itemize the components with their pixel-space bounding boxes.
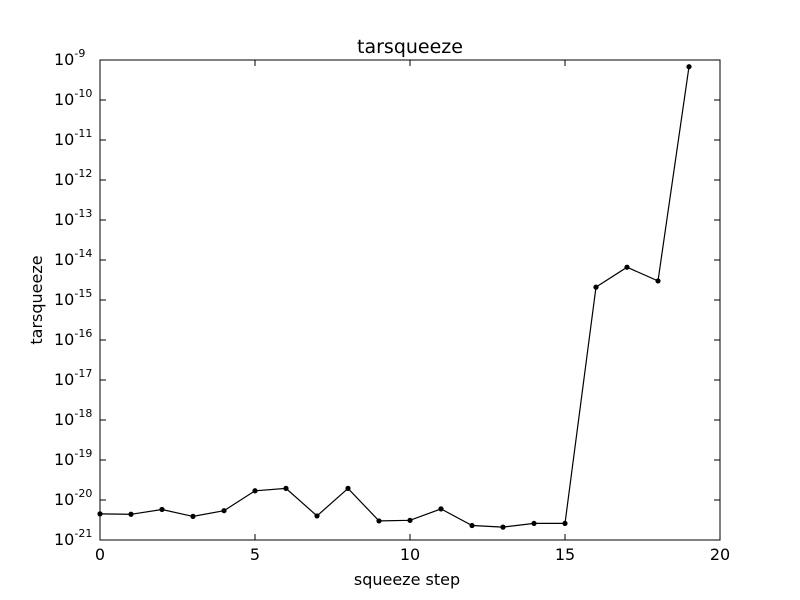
data-point (314, 513, 320, 519)
data-point (345, 485, 351, 491)
plot-content (97, 64, 692, 530)
data-point (438, 506, 444, 512)
x-tick-label: 10 (400, 545, 420, 564)
data-point (624, 264, 630, 270)
y-tick-label: 10-11 (54, 127, 92, 149)
y-tick-label: 10-16 (54, 327, 92, 349)
y-tick-label: 10-12 (54, 167, 92, 189)
x-tick-label: 15 (555, 545, 575, 564)
data-point (562, 520, 568, 527)
data-point (283, 485, 289, 491)
y-axis-title: tarsqueeze (27, 255, 46, 344)
data-point (469, 522, 475, 529)
data-point (376, 518, 382, 524)
data-point (686, 64, 692, 70)
data-point (531, 520, 537, 527)
series-line (99, 66, 690, 528)
x-tick-label: 0 (95, 545, 105, 564)
y-tick-label: 10-21 (54, 527, 92, 549)
x-tick-label: 20 (710, 545, 730, 564)
y-tick-label: 10-18 (54, 407, 92, 429)
data-point (128, 511, 134, 517)
data-point (159, 506, 165, 513)
data-point (407, 517, 413, 523)
y-tick-label: 10-13 (54, 207, 92, 229)
y-tick-label: 10-20 (54, 487, 92, 509)
axis-ticks: 0 5 10 15 20 10-21 10-20 10-19 10-18 10-17 10-16 10… (54, 47, 730, 564)
y-tick-label: 10-14 (54, 247, 92, 269)
x-axis-title: squeeze step (354, 570, 460, 589)
data-point (593, 284, 599, 290)
data-point (190, 513, 196, 519)
data-point (655, 278, 661, 284)
y-tick-label: 10-9 (54, 47, 85, 69)
chart-title: tarsqueeze (357, 36, 463, 58)
data-point (221, 508, 227, 514)
y-tick-label: 10-19 (54, 447, 92, 469)
y-tick-label: 10-10 (54, 87, 92, 109)
data-point (500, 524, 506, 530)
y-tick-label: 10-17 (54, 367, 92, 389)
x-tick-label: 5 (250, 545, 260, 564)
y-tick-label: 10-15 (54, 287, 92, 309)
data-point (252, 488, 258, 494)
